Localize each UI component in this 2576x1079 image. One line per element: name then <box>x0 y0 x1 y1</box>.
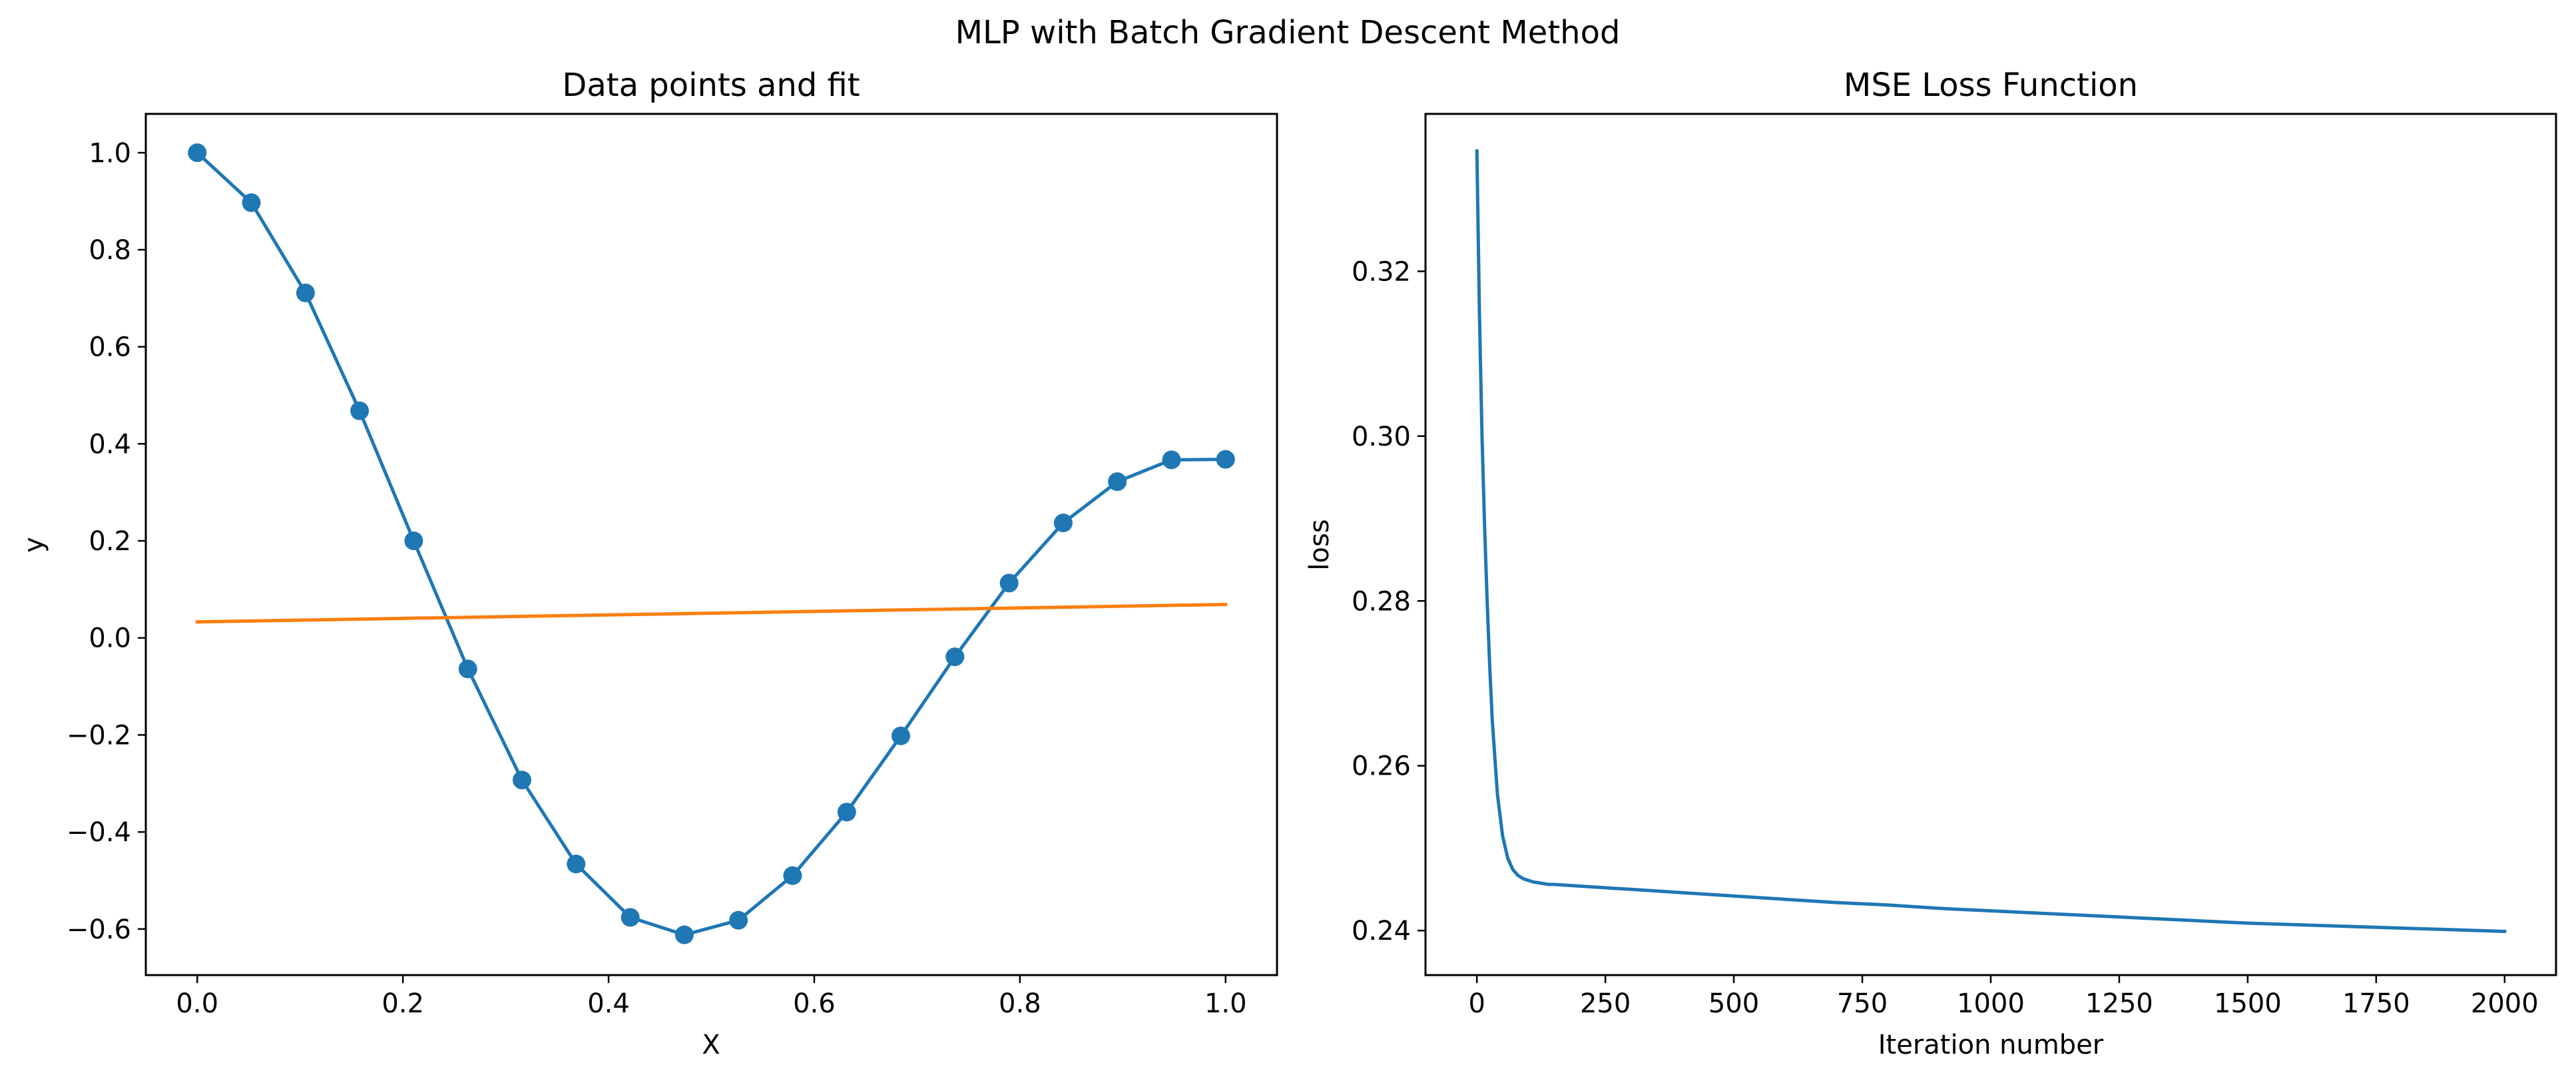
data-fit-series-1-line <box>195 602 1228 624</box>
loss-xtick-label: 1750 <box>2342 988 2410 1019</box>
loss-axes-frame <box>1424 113 2557 976</box>
data-fit-xtick-label: 0.4 <box>587 988 630 1019</box>
data-fit-series-0-point <box>296 283 315 302</box>
data-fit-series-0-point <box>404 532 423 551</box>
data-fit-series-0-point <box>621 908 640 927</box>
loss-xtick-label: 750 <box>1837 988 1888 1019</box>
data-fit-series-0-point <box>674 925 694 944</box>
data-fit-series-0-point <box>1108 472 1127 492</box>
data-fit-axes-ylabel: y <box>19 537 49 553</box>
data-fit-series-0-point <box>783 866 802 885</box>
loss-xtick-label: 1250 <box>2085 988 2153 1019</box>
data-fit-series-0-point <box>350 401 370 420</box>
loss-axes-marks <box>1475 149 2507 933</box>
data-fit-axes-ticks: 0.0 0.2 0.4 0.6 0.8 1.0 −0.6 −0.4 −0.2 0.0 0.2 0.4 0… <box>67 138 1247 1019</box>
loss-ytick-label: 0.26 <box>1352 751 1411 782</box>
data-fit-axes-title: Data points and fit <box>562 67 860 104</box>
loss-xtick-label: 1000 <box>1957 988 2025 1019</box>
loss-xtick-label: 500 <box>1708 988 1759 1019</box>
data-fit-ytick-label: 0.8 <box>89 235 131 266</box>
loss-xtick-label: 0 <box>1468 988 1485 1019</box>
data-fit-series-0-line <box>194 150 1228 936</box>
data-fit-series-0-point <box>945 647 965 667</box>
loss-ytick-label: 0.32 <box>1352 256 1411 287</box>
data-fit-series-0-point <box>512 771 531 790</box>
loss-axes-ticks: 0 250 500 750 1000 1250 1500 1750 2000 0.24 0.26 0.… <box>1352 256 2539 1019</box>
data-fit-series-0-point <box>458 659 477 679</box>
data-fit-ytick-label: −0.6 <box>67 914 131 945</box>
data-fit-ytick-label: −0.4 <box>67 817 131 848</box>
loss-series-0-line <box>1475 149 2507 933</box>
data-fit-xtick-label: 0.0 <box>176 988 218 1019</box>
loss-axes-title: MSE Loss Function <box>1844 67 2138 104</box>
data-fit-ytick-label: 0.2 <box>89 526 131 557</box>
data-fit-series-0-point <box>837 803 856 822</box>
data-fit-xtick-label: 0.2 <box>382 988 424 1019</box>
data-fit-ytick-label: 0.6 <box>89 332 131 363</box>
data-fit-series-0-point <box>188 143 207 163</box>
data-fit-series-0-point <box>1216 450 1235 469</box>
data-fit-axes-xlabel: X <box>702 1030 720 1060</box>
loss-xtick-label: 1500 <box>2214 988 2282 1019</box>
data-fit-ytick-label: 0.0 <box>89 623 131 654</box>
loss-xtick-label: 250 <box>1580 988 1631 1019</box>
data-fit-xtick-label: 1.0 <box>1204 988 1247 1019</box>
data-fit-axes-marks <box>188 143 1235 944</box>
data-fit-series-0-point <box>242 193 261 212</box>
data-fit-ytick-label: −0.2 <box>67 720 131 751</box>
data-fit-series-0-point <box>999 573 1019 593</box>
data-fit-xtick-label: 0.8 <box>999 988 1041 1019</box>
loss-ytick-label: 0.28 <box>1352 586 1411 617</box>
data-fit-series-0-point <box>729 910 748 930</box>
loss-ytick-label: 0.30 <box>1352 422 1411 452</box>
data-fit-ytick-label: 0.4 <box>89 429 131 460</box>
loss-xtick-label: 2000 <box>2471 988 2539 1019</box>
data-fit-axes-frame <box>144 113 1278 976</box>
data-fit-xtick-label: 0.6 <box>793 988 836 1019</box>
data-fit-ytick-label: 1.0 <box>89 138 131 169</box>
loss-axes: MSE Loss Function 0 250 500 750 1000 1250 1500… <box>1304 67 2557 1060</box>
data-fit-series-0-point <box>567 855 586 874</box>
data-fit-series-0-point <box>1053 514 1073 533</box>
data-fit-series-0-point <box>1162 450 1181 470</box>
loss-axes-ylabel: loss <box>1304 519 1335 570</box>
loss-ytick-label: 0.24 <box>1352 916 1411 946</box>
loss-axes-xlabel: Iteration number <box>1878 1030 2104 1060</box>
data-fit-axes: Data points and fit 0.0 0.2 0.4 0.6 0.8 1.0 −0… <box>19 67 1278 1060</box>
data-fit-series-0-point <box>892 726 911 745</box>
figure-suptitle: MLP with Batch Gradient Descent Method <box>955 14 1621 51</box>
